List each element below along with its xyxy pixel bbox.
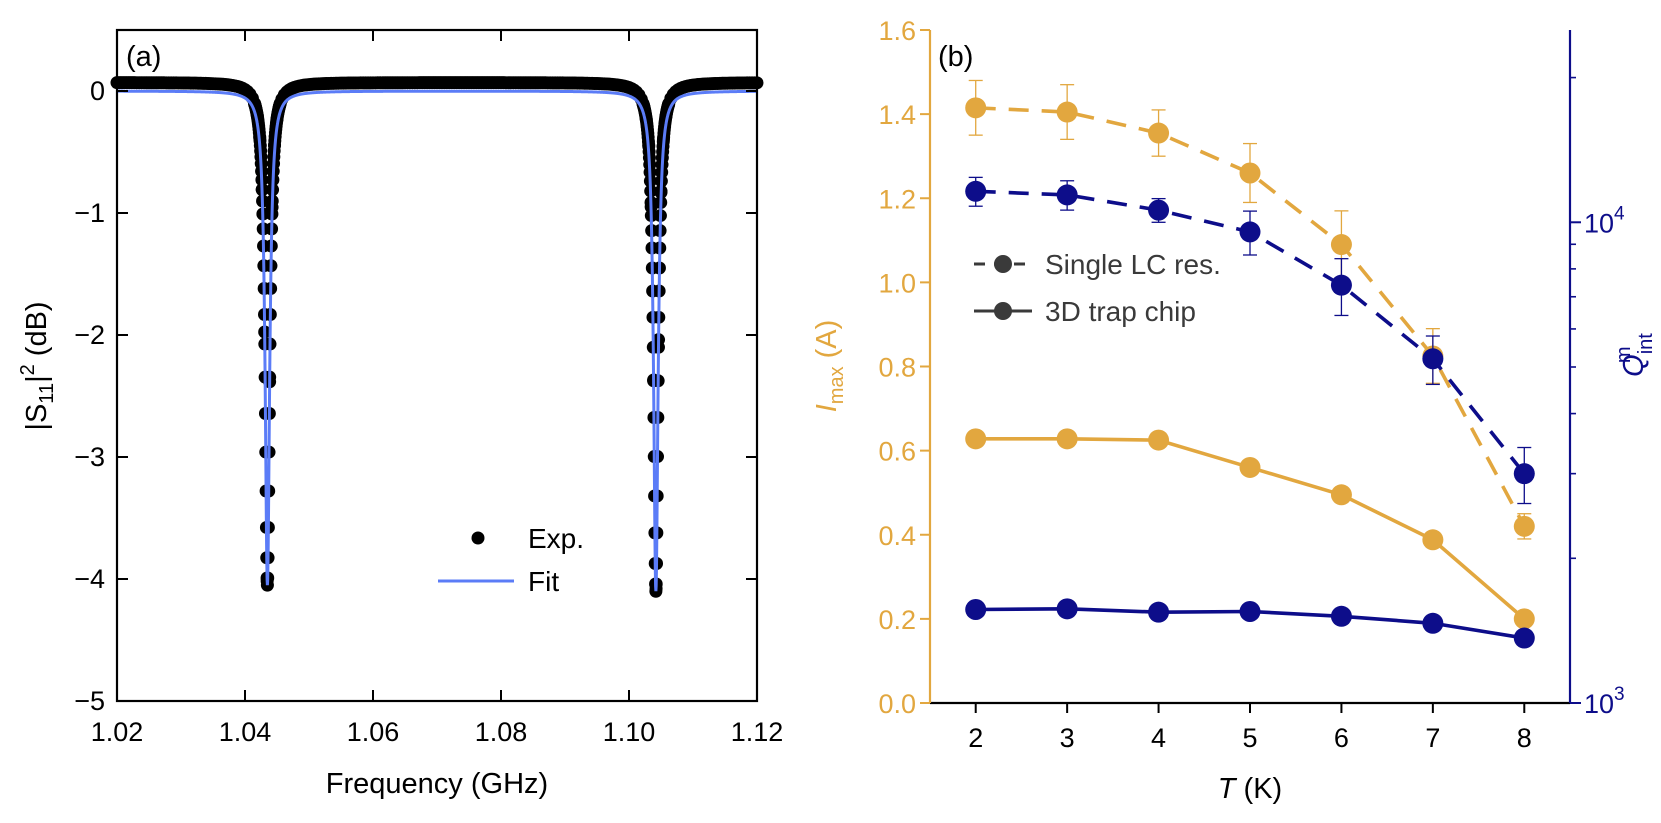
y-left-tick-label: 0.4 [878,521,916,551]
panel-a-tag: (a) [126,41,161,73]
exp-series [110,76,764,598]
ylabel-unit: (dB) [21,301,53,364]
y-left-tick-label: 0.8 [878,353,916,383]
x-tick-label: 1.04 [219,717,272,747]
data-point [1513,608,1535,630]
ylabel-left-subscript: max [826,366,848,404]
data-point [1239,221,1261,243]
ylabel-right-superscript: m [1613,346,1635,363]
y-left-tick-label: 1.2 [878,184,916,214]
panel-b-xlabel: T (K) [1218,773,1282,805]
y-left-tick-label: 1.6 [878,16,916,46]
data-point [1513,463,1535,485]
y-tick-label: 0 [90,76,105,106]
x-tick-label: 8 [1517,723,1532,753]
x-tick-label: 1.10 [603,717,656,747]
panel-a-plot-area [110,76,764,598]
y-left-tick-label: 0.2 [878,605,916,635]
y-tick-label: −3 [74,442,105,472]
data-point [1056,428,1078,450]
panel-a: 1.02 1.04 1.06 1.08 1.10 1.120−1−2−3−4−5 (a) … [17,28,783,800]
ylabel-right-symbol: Q [1618,354,1650,377]
data-point [1148,199,1170,221]
x-tick-label: 7 [1425,723,1440,753]
data-point [1330,605,1352,627]
x-tick-label: 1.08 [475,717,528,747]
data-point [965,428,987,450]
legend-label-single: Single LC res. [1045,249,1221,280]
data-point [1148,122,1170,144]
legend-label-exp: Exp. [528,523,584,554]
panel-b-tag: (b) [938,41,973,73]
y-left-tick-label: 1.0 [878,268,916,298]
panel-b: 2 3 4 5 6 7 8 0.0 0.2 0.4 0.6 0.8 1.0 1.2 1.4 1.6 103 104… [811,16,1657,805]
ylabel-subscript: 11 [36,383,58,404]
data-point [1148,601,1170,623]
panel-b-ticks: 2 3 4 5 6 7 8 0.0 0.2 0.4 0.6 0.8 1.0 1.2 1.4 1.6 103 104 [878,16,1625,753]
data-point [1239,456,1261,478]
data-point [1056,101,1078,123]
y-tick-label: −1 [74,198,105,228]
x-tick-label: 1.02 [91,717,144,747]
data-point [965,97,987,119]
xlabel-unit: (K) [1236,773,1283,805]
y-right-tick-label: 103 [1584,684,1625,719]
xlabel-symbol: T [1218,773,1238,805]
y-left-tick-label: 1.4 [878,100,916,130]
legend-marker-chip [994,302,1012,320]
x-tick-label: 5 [1242,723,1257,753]
panel-a-ticks: 1.02 1.04 1.06 1.08 1.10 1.12 0 −1 −2 −3 −4 −5 [74,30,783,747]
x-tick-label: 6 [1334,723,1349,753]
legend-label-fit: Fit [528,566,559,597]
data-point [1513,627,1535,649]
ylabel-part: |S [21,404,53,431]
x-tick-label: 3 [1060,723,1075,753]
data-point [1330,234,1352,256]
panel-b-ylabel-left: Imax (A) [811,320,848,413]
ylabel-right-subscript: int [1635,333,1657,355]
data-point [1056,598,1078,620]
panel-a-xlabel: Frequency (GHz) [326,768,548,800]
y-tick-label: −2 [74,320,105,350]
y-tick-label: −4 [74,564,105,594]
data-point [1056,184,1078,206]
data-point [965,598,987,620]
series-2 [965,176,1535,505]
ylabel-superscript: 2 [17,364,39,375]
panel-a-legend: Exp. Fit [438,523,584,597]
data-point [1239,601,1261,622]
panel-a-frame [115,28,759,703]
series-1 [965,428,1535,630]
data-point [1422,529,1444,551]
legend-marker-exp [471,531,485,545]
legend-label-chip: 3D trap chip [1045,296,1196,327]
y-right-tick-label: 104 [1584,203,1625,238]
data-point [1422,612,1444,634]
data-point [1148,429,1170,451]
panel-a-ylabel: |S11|2 (dB) [17,301,58,430]
x-tick-label: 1.06 [347,717,400,747]
panel-b-legend: Single LC res. 3D trap chip [974,249,1221,327]
x-tick-label: 1.12 [731,717,784,747]
ylabel-left-unit: (A) [811,320,843,367]
data-point [1239,162,1261,184]
x-tick-label: 4 [1151,723,1166,753]
data-point [1422,348,1444,370]
series-3 [965,598,1535,649]
y-left-tick-label: 0.6 [878,437,916,467]
data-point [1513,515,1535,537]
ylabel-part: | [21,375,53,383]
ylabel-left-symbol: I [811,404,843,412]
panel-b-plot-area [965,79,1535,649]
panel-b-ylabel-right: Qintm [1613,333,1657,377]
data-point [1330,274,1352,296]
x-tick-label: 2 [968,723,983,753]
y-tick-label: −5 [74,686,105,716]
data-point [1330,484,1352,506]
y-left-tick-label: 0.0 [878,689,916,719]
fit-line [117,89,757,592]
legend-marker-single [994,255,1012,273]
data-point [965,180,987,202]
